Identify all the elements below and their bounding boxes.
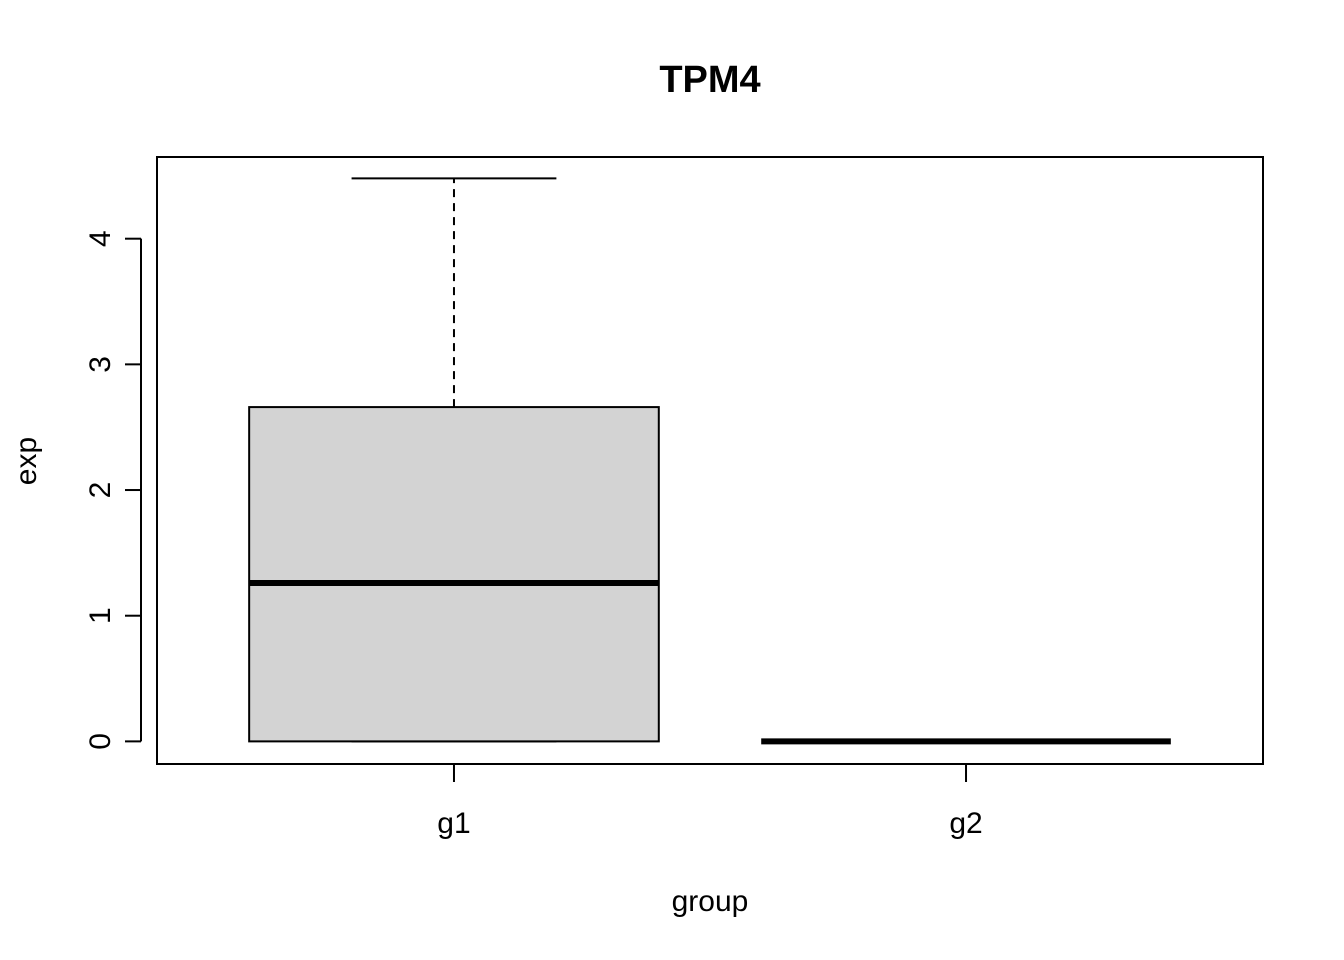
y-tick-label: 4 xyxy=(84,230,117,247)
x-tick-label: g2 xyxy=(949,807,982,840)
y-tick-label: 1 xyxy=(84,607,117,624)
x-tick-label: g1 xyxy=(437,807,470,840)
chart-title: TPM4 xyxy=(659,59,760,101)
y-tick-label: 3 xyxy=(84,356,117,373)
x-axis-label: group xyxy=(672,885,749,918)
y-axis-label: exp xyxy=(10,437,43,485)
y-tick-label: 0 xyxy=(84,733,117,750)
y-tick-label: 2 xyxy=(84,482,117,499)
box-iqr xyxy=(248,406,660,743)
box-g1 xyxy=(248,177,660,743)
plot-frame xyxy=(156,156,1264,765)
